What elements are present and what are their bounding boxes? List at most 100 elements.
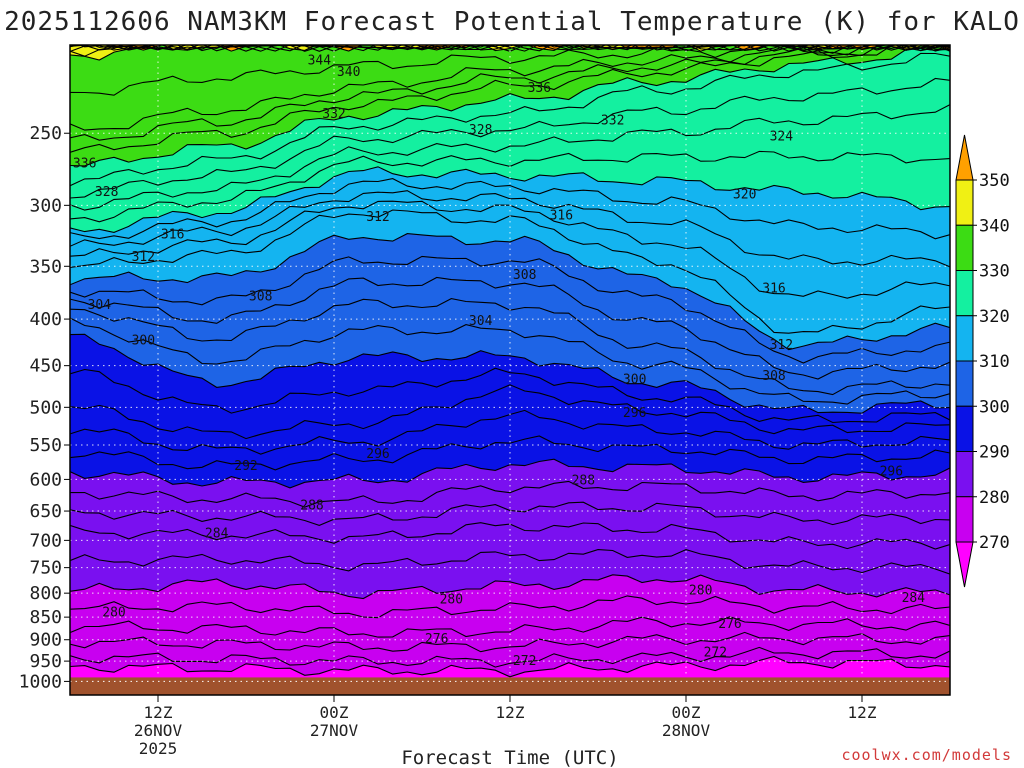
isentrope-276	[70, 616, 950, 638]
contour-label-text: 312	[132, 250, 155, 265]
contour-label-text: 288	[300, 499, 323, 514]
gridlines	[70, 45, 950, 695]
colorbar-label-280: 280	[979, 488, 1010, 508]
isentrope-282	[70, 549, 950, 575]
y-tick-label-550: 550	[29, 435, 62, 456]
contour-label-text: 284	[902, 591, 926, 606]
contour-label-text: 296	[366, 447, 389, 462]
contour-label-text: 304	[469, 314, 493, 329]
contour-label-316: 316	[550, 209, 573, 224]
contour-label-text: 272	[704, 646, 727, 661]
y-tick-label-300: 300	[29, 195, 62, 216]
contour-label-text: 280	[102, 605, 125, 620]
colorbar: 350 340 330 320 310 300 290 280 270	[955, 134, 1010, 588]
contour-label-text: 280	[689, 584, 712, 599]
colorbar-label-290: 290	[979, 443, 1010, 463]
contour-label-text: 324	[770, 129, 794, 144]
y-tick-label-650: 650	[29, 501, 62, 522]
contour-label-text: 308	[249, 290, 272, 305]
contour-label-272: 272	[513, 654, 536, 669]
contour-label-276: 276	[425, 632, 448, 647]
y-tick-label-500: 500	[29, 397, 62, 418]
isentrope-306	[70, 276, 950, 380]
colorbar-swatch-280	[955, 451, 974, 498]
x-tick-label-54-1: 12Z	[848, 703, 877, 722]
contour-label-328: 328	[95, 185, 118, 200]
y-tick-label-450: 450	[29, 356, 62, 377]
contour-label-280: 280	[440, 593, 463, 608]
credit-text[interactable]: coolwx.com/models	[841, 746, 1012, 764]
x-axis-label: Forecast Time (UTC)	[401, 747, 618, 768]
y-tick-label-750: 750	[29, 558, 62, 579]
contour-label-text: 280	[440, 593, 463, 608]
colorbar-label-300: 300	[979, 397, 1010, 417]
contour-label-316: 316	[161, 228, 184, 243]
contour-label-308: 308	[513, 268, 536, 283]
contour-label-276: 276	[718, 617, 741, 632]
isentrope-280	[70, 574, 950, 600]
colorbar-label-330: 330	[979, 262, 1010, 282]
isentrope-310	[70, 233, 950, 351]
contour-label-272: 272	[704, 646, 727, 661]
x-tick-label-6-1: 12Z	[144, 703, 173, 722]
contour-label-text: 308	[762, 369, 785, 384]
isentrope-318	[70, 178, 950, 240]
isentrope-270	[70, 655, 950, 678]
colorbar-swatch-310	[955, 315, 974, 362]
contour-label-316: 316	[762, 281, 785, 296]
contour-label-text: 316	[762, 281, 785, 296]
colorbar-label-340: 340	[979, 216, 1010, 236]
isentrope-324	[70, 104, 950, 211]
contour-label-text: 300	[623, 372, 646, 387]
contour-label-332: 332	[322, 107, 345, 122]
contour-label-308: 308	[249, 290, 272, 305]
contour-label-text: 332	[322, 107, 345, 122]
isentrope-278	[70, 595, 950, 619]
isentrope-328	[70, 52, 950, 187]
isentrope-326	[70, 77, 950, 199]
theta-contour-lines	[70, 45, 950, 678]
contour-label-288: 288	[300, 499, 323, 514]
contour-label-312: 312	[132, 250, 155, 265]
contour-label-text: 336	[528, 81, 551, 96]
y-axis: 2503003504004505005506006507007508008509…	[19, 123, 70, 692]
contour-label-text: 308	[513, 268, 536, 283]
y-tick-label-850: 850	[29, 607, 62, 628]
contour-label-text: 312	[770, 338, 793, 353]
x-tick-label-30-1: 12Z	[496, 703, 525, 722]
contour-label-280: 280	[102, 605, 125, 620]
contour-label-text: 320	[733, 188, 756, 203]
y-tick-label-900: 900	[29, 630, 62, 651]
isentrope-272	[70, 646, 950, 668]
isentrope-330	[70, 47, 950, 167]
contour-label-332: 332	[601, 113, 624, 128]
isentrope-288	[70, 480, 950, 508]
isentrope-286	[70, 501, 950, 526]
chart-title: 2025112606 NAM3KM Forecast Potential Tem…	[4, 7, 1020, 37]
isentrope-298	[70, 367, 950, 424]
colorbar-swatch-300	[955, 360, 974, 407]
contour-label-text: 316	[161, 228, 184, 243]
x-tick-label-18-2: 27NOV	[310, 721, 359, 740]
contour-label-text: 304	[88, 298, 112, 313]
contour-label-text: 300	[132, 333, 155, 348]
x-tick-label-6-2: 26NOV	[134, 721, 183, 740]
x-tick-label-18-1: 00Z	[320, 703, 349, 722]
isentrope-338	[70, 45, 950, 96]
contour-label-296: 296	[880, 464, 903, 479]
isentrope-292	[70, 435, 950, 471]
contour-label-304: 304	[469, 314, 493, 329]
isentrope-342	[70, 45, 932, 57]
isentrope-352	[91, 45, 950, 52]
colorbar-swatch-270	[955, 496, 974, 543]
contour-label-340: 340	[337, 65, 360, 80]
y-tick-label-250: 250	[29, 123, 62, 144]
contour-label-336: 336	[528, 81, 551, 96]
contour-label-text: 336	[73, 157, 96, 172]
contour-label-320: 320	[733, 188, 756, 203]
contour-label-text: 316	[550, 209, 573, 224]
contour-label-text: 276	[425, 632, 448, 647]
colorbar-swatch-340	[955, 179, 974, 226]
terrain-fill	[70, 677, 950, 695]
